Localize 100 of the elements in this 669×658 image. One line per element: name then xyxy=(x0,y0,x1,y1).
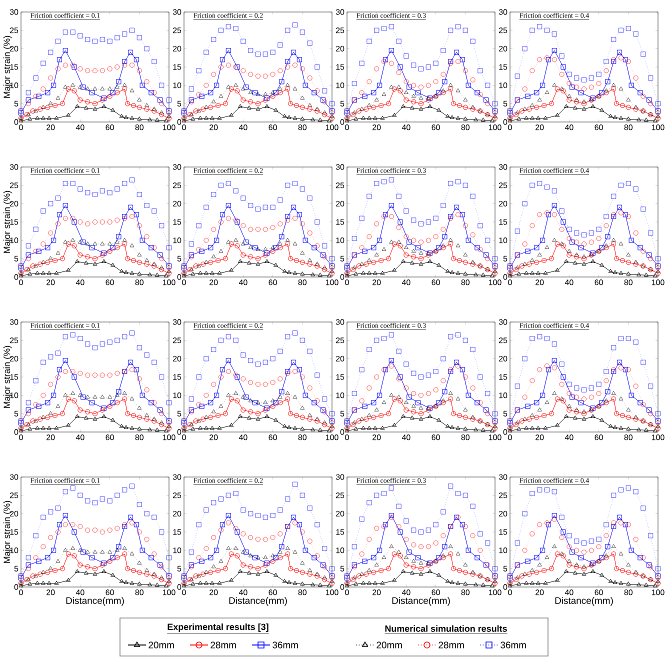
point xyxy=(314,522,320,528)
point xyxy=(411,558,416,563)
x-axis-title: Distance(mm) xyxy=(392,597,450,606)
point xyxy=(264,569,270,573)
point xyxy=(552,212,557,218)
point xyxy=(448,238,453,242)
point xyxy=(574,252,579,256)
point xyxy=(485,411,490,416)
point xyxy=(604,369,609,374)
point xyxy=(522,356,528,362)
point xyxy=(51,82,56,88)
point xyxy=(100,342,105,346)
point xyxy=(128,360,134,365)
point xyxy=(70,486,76,490)
point xyxy=(102,569,106,573)
point xyxy=(33,226,38,232)
point xyxy=(270,94,276,99)
point xyxy=(307,572,312,577)
point xyxy=(152,360,157,365)
point xyxy=(214,238,220,243)
point xyxy=(626,59,631,64)
point xyxy=(451,101,456,106)
point xyxy=(618,270,624,275)
point xyxy=(234,238,238,242)
point xyxy=(411,94,416,98)
point xyxy=(522,106,527,110)
point xyxy=(122,86,128,92)
point xyxy=(84,416,88,420)
point xyxy=(522,394,528,400)
point xyxy=(367,568,372,572)
point xyxy=(211,535,216,540)
point xyxy=(566,382,572,387)
point xyxy=(204,580,208,585)
point xyxy=(648,411,654,416)
point xyxy=(628,392,634,398)
point xyxy=(240,531,246,536)
point xyxy=(574,386,580,390)
point xyxy=(137,406,142,410)
point xyxy=(566,544,572,550)
point xyxy=(474,400,480,406)
point xyxy=(307,416,312,422)
point xyxy=(302,392,308,398)
point xyxy=(364,262,369,267)
point xyxy=(626,408,631,412)
point xyxy=(264,414,270,418)
point xyxy=(286,270,292,274)
point xyxy=(80,550,86,555)
point xyxy=(566,97,572,103)
point xyxy=(418,411,424,416)
point xyxy=(618,552,624,556)
point xyxy=(263,247,268,251)
point xyxy=(256,513,260,518)
point xyxy=(322,577,328,582)
point xyxy=(470,38,476,44)
point xyxy=(552,516,557,522)
point xyxy=(226,520,231,526)
point xyxy=(159,420,164,424)
point xyxy=(560,242,564,246)
point xyxy=(114,90,120,96)
point xyxy=(581,566,587,572)
point xyxy=(322,575,327,580)
point xyxy=(285,334,290,340)
point xyxy=(307,386,312,390)
point xyxy=(278,198,283,202)
point xyxy=(454,204,460,210)
point xyxy=(198,116,203,120)
point xyxy=(559,382,564,387)
point xyxy=(130,177,134,182)
point xyxy=(288,566,294,572)
point xyxy=(618,580,624,585)
point xyxy=(428,414,432,418)
point xyxy=(382,92,386,96)
point xyxy=(222,411,228,416)
point xyxy=(274,262,278,267)
point xyxy=(196,418,201,422)
point xyxy=(226,492,231,498)
point xyxy=(278,394,282,398)
point xyxy=(70,238,75,242)
point xyxy=(263,400,268,404)
point xyxy=(367,413,372,417)
point xyxy=(204,426,208,430)
point xyxy=(140,548,145,553)
point xyxy=(115,392,120,397)
point xyxy=(436,90,442,96)
point xyxy=(474,90,480,96)
point xyxy=(204,392,209,398)
point xyxy=(114,35,120,40)
point xyxy=(638,90,643,96)
point xyxy=(656,566,660,572)
point xyxy=(92,394,98,398)
point xyxy=(115,84,120,88)
point xyxy=(290,204,296,210)
point xyxy=(300,570,305,575)
point xyxy=(418,392,424,398)
legend-label: 20mm xyxy=(376,642,402,648)
point xyxy=(130,243,134,248)
point xyxy=(124,425,128,429)
point xyxy=(366,79,372,84)
point xyxy=(302,548,308,553)
point xyxy=(240,97,246,103)
